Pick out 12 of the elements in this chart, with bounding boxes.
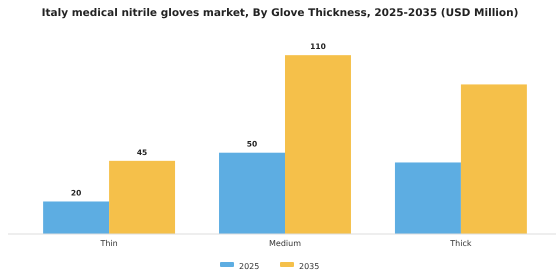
legend-label: 2025	[239, 262, 260, 272]
x-tick-label: Medium	[269, 239, 302, 248]
bar	[285, 55, 351, 234]
legend-label: 2035	[299, 262, 320, 272]
bar	[109, 160, 176, 234]
x-tick-label: Thin	[99, 239, 118, 248]
x-tick-label: Thick	[449, 239, 472, 248]
bar	[43, 201, 110, 234]
bar	[460, 84, 527, 234]
bar	[394, 162, 461, 234]
chart-title: Italy medical nitrile gloves market, By Glove Thickness, 2025-2035 (USD Million)	[42, 7, 518, 19]
bar	[219, 152, 285, 234]
